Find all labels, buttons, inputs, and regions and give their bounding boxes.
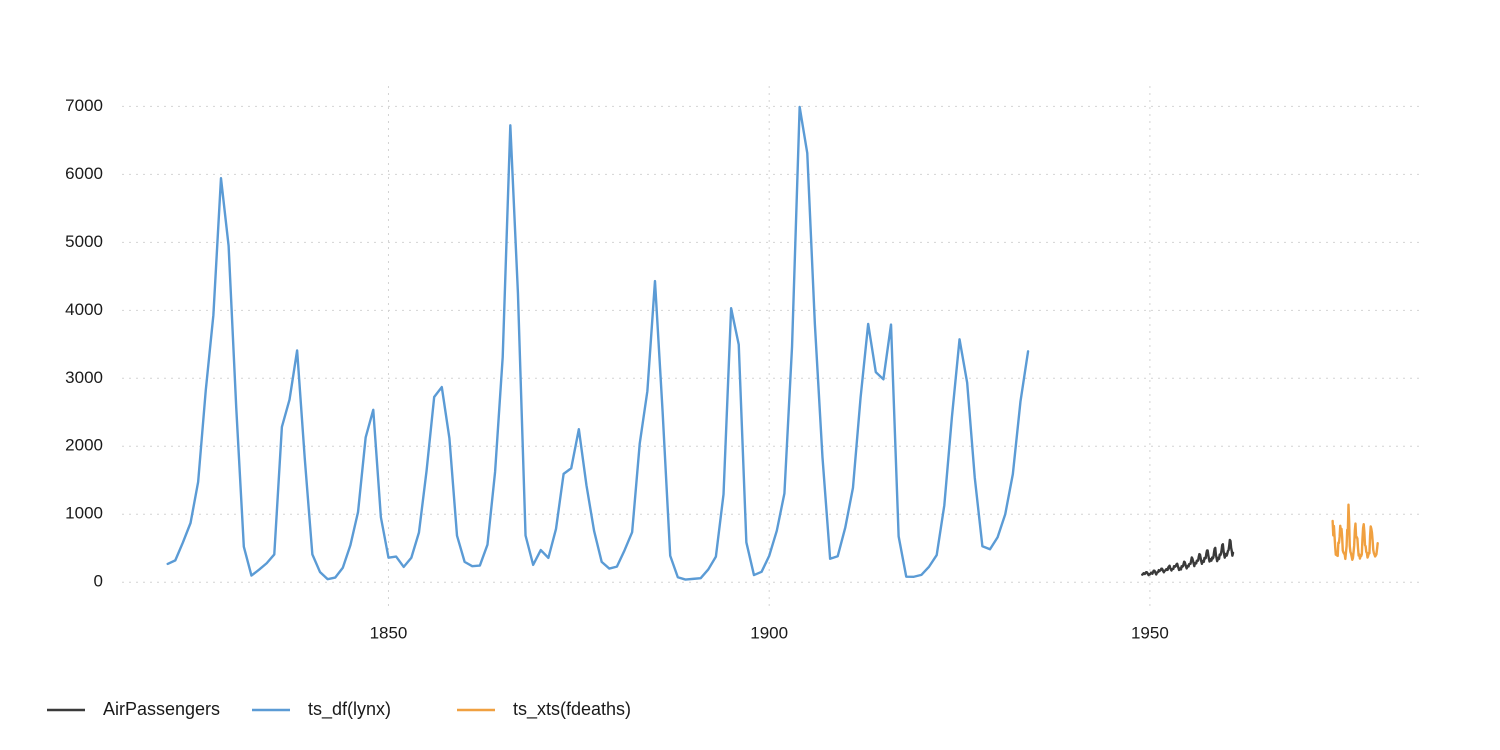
y-tick-label: 5000 [65, 232, 103, 251]
series-line-2 [1331, 503, 1379, 561]
y-tick-label: 1000 [65, 504, 103, 523]
series-line-1 [166, 105, 1030, 581]
y-axis: 0 1000 2000 3000 4000 5000 6000 7000 [65, 96, 103, 591]
y-tick-label: 3000 [65, 368, 103, 387]
x-tick-label: 1850 [370, 623, 408, 642]
y-tick-label: 2000 [65, 436, 103, 455]
x-axis: 1850 1900 1950 [370, 623, 1169, 642]
y-tick-label: 7000 [65, 96, 103, 115]
y-tick-label: 6000 [65, 164, 103, 183]
y-tick-label: 0 [94, 572, 103, 591]
x-tick-label: 1900 [750, 623, 788, 642]
legend-label: ts_df(lynx) [308, 699, 391, 720]
legend: AirPassengers ts_df(lynx) ts_xts(fdeaths) [47, 699, 631, 720]
series-layer [166, 105, 1379, 581]
grid [122, 86, 1424, 606]
x-tick-label: 1950 [1131, 623, 1169, 642]
series-line-0 [1141, 538, 1235, 577]
legend-label: ts_xts(fdeaths) [513, 699, 631, 720]
y-tick-label: 4000 [65, 300, 103, 319]
legend-label: AirPassengers [103, 699, 220, 719]
